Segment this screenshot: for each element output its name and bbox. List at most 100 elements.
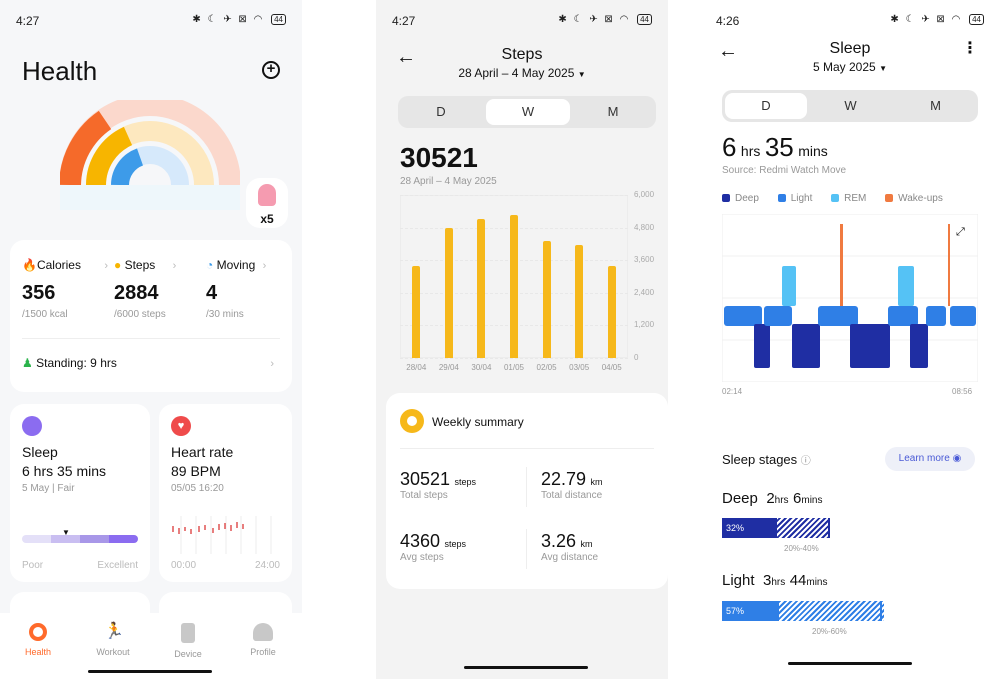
x-tick-label: 28/04 (406, 363, 427, 372)
x-tick-label: 04/05 (601, 363, 622, 372)
divider (22, 338, 280, 339)
status-time: 4:27 (392, 14, 416, 28)
learn-more-button[interactable]: Learn more ◉ (885, 447, 975, 471)
date-selector[interactable]: 5 May 2025 ▼ (813, 60, 887, 74)
standing-person-icon: ♟ (22, 356, 33, 370)
segment-day[interactable]: D (436, 104, 446, 119)
badge-card[interactable]: x5 (246, 178, 288, 228)
expand-icon[interactable]: ⤢ (956, 226, 965, 238)
stage-light-heading: Light 3hrs 44mins (722, 572, 828, 589)
bar-28/04[interactable] (412, 265, 421, 358)
add-icon[interactable]: + (262, 61, 280, 79)
segment-week[interactable]: W (844, 98, 857, 113)
weekly-summary-card: Weekly summary 30521 steps Total steps 2… (386, 393, 668, 589)
period-segmented-control: D W M (722, 90, 978, 122)
page-title: Health (22, 56, 98, 86)
bed-icon (22, 416, 42, 436)
stat-calories[interactable]: 🔥Calories › (22, 258, 108, 272)
tab-workout[interactable]: 🏃 Workout (96, 623, 130, 657)
steps-bar-chart[interactable]: 6,000 4,800 3,600 2,400 1,200 0 28/04 29/04 30/0… (400, 190, 668, 380)
activity-rings[interactable] (60, 100, 240, 210)
bar-01/05[interactable] (510, 215, 518, 358)
badge-count: x5 (260, 212, 274, 226)
heart-rate-sparkline (172, 516, 272, 554)
y-tick-label: 6,000 (634, 190, 655, 199)
status-time: 4:26 (716, 14, 740, 28)
steps-value: 2884 (114, 282, 159, 304)
activity-card[interactable]: 🔥Calories › 356 /1500 kcal ● Steps › 288… (10, 240, 292, 392)
ice-cream-icon (258, 184, 276, 206)
heart-card-sub: 05/05 16:20 (171, 483, 224, 494)
flame-icon: 🔥 (22, 258, 37, 272)
stat-steps[interactable]: ● Steps › (114, 258, 177, 272)
bar-03/05[interactable] (575, 245, 584, 358)
legend-light: Light (777, 193, 812, 204)
page-title: Steps (501, 46, 543, 63)
status-bar: 4:27 ✱ ☾ ✈ ⊠ ◠ 44 (376, 14, 668, 30)
y-tick-label: 0 (634, 353, 639, 362)
battery-icon: 44 (969, 14, 984, 25)
home-indicator (788, 662, 912, 665)
sleep-quality-bar (22, 535, 138, 543)
x-tick-label: 29/04 (438, 363, 459, 372)
segment-week[interactable]: W (486, 99, 570, 125)
tab-device[interactable]: Device (158, 623, 218, 659)
runner-icon: 🏃 (104, 623, 124, 640)
summary-avg-distance: 3.26 km Avg distance (541, 531, 599, 563)
date-range-selector[interactable]: 28 April – 4 May 2025 ▼ (458, 66, 586, 80)
triangle-marker-icon: ▼ (62, 528, 70, 537)
period-segmented-control: D W M (398, 96, 656, 128)
bar-04/05[interactable] (607, 265, 616, 358)
clock-icon: ◔ (206, 258, 214, 272)
x-tick-label: 30/04 (471, 363, 492, 372)
eye-icon (400, 409, 424, 433)
tab-profile[interactable]: Profile (233, 623, 293, 657)
bottom-tab-bar: Health 🏃 Workout Device Profile (0, 613, 302, 679)
status-time: 4:27 (16, 14, 40, 28)
back-arrow-icon[interactable]: ← (396, 46, 416, 68)
sleep-card-sub: 5 May | Fair (22, 483, 75, 494)
heart-icon: ♥ (171, 416, 191, 436)
profile-icon (253, 623, 273, 641)
sleep-source: Source: Redmi Watch Move (722, 165, 847, 176)
stat-moving[interactable]: ◔ Moving › (206, 258, 267, 272)
eye-icon: ◉ (952, 453, 962, 464)
back-arrow-icon[interactable]: ← (718, 40, 738, 62)
heart-rate-card[interactable]: ♥ Heart rate 89 BPM 05/05 16:20 00:00 24… (159, 404, 292, 582)
bar-29/04[interactable] (444, 227, 453, 358)
calories-value: 356 (22, 282, 56, 304)
chevron-right-icon: › (262, 260, 267, 272)
divider (400, 448, 654, 449)
moving-value: 4 (206, 282, 218, 304)
segment-day[interactable]: D (725, 93, 807, 119)
sleep-screen: 4:26 ✱ ☾ ✈ ⊠ ◠ 44 ← Sleep 5 May 2025 ▼ ⋮… (700, 0, 1000, 679)
bar-30/04[interactable] (477, 219, 486, 358)
summary-title: Weekly summary (432, 415, 524, 429)
standing-row[interactable]: ♟ Standing: 9 hrs (22, 356, 117, 370)
info-icon[interactable]: ⓘ (800, 456, 811, 467)
deep-range: 20%-40% (784, 544, 819, 553)
more-menu-icon[interactable]: ⋮ (962, 40, 978, 57)
divider (526, 467, 527, 507)
summary-avg-steps: 4360 steps Avg steps (400, 531, 467, 563)
chevron-right-icon: › (172, 260, 177, 272)
segment-month[interactable]: M (607, 104, 619, 119)
status-bar: 4:26 ✱ ☾ ✈ ⊠ ◠ 44 (700, 14, 1000, 30)
sleep-stage-chart[interactable] (722, 214, 978, 382)
home-indicator (464, 666, 588, 669)
tab-health[interactable]: Health (8, 623, 68, 657)
steps-total: 30521 (400, 142, 478, 173)
steps-goal: /6000 steps (114, 309, 166, 320)
light-pct: 57% (722, 601, 778, 621)
y-tick-label: 3,600 (634, 255, 655, 265)
sleep-card[interactable]: Sleep 6 hrs 35 mins 5 May | Fair ▼ Poor … (10, 404, 150, 582)
segment-month[interactable]: M (930, 98, 941, 113)
caret-down-icon: ▼ (879, 64, 887, 73)
caret-down-icon: ▼ (577, 70, 586, 79)
page-title: Sleep (829, 40, 871, 57)
light-range: 20%-60% (812, 627, 847, 636)
sleep-end-time: 08:56 (952, 387, 973, 396)
bar-02/05[interactable] (542, 241, 551, 358)
legend-deep: Deep (722, 193, 759, 204)
moving-goal: /30 mins (206, 309, 244, 320)
